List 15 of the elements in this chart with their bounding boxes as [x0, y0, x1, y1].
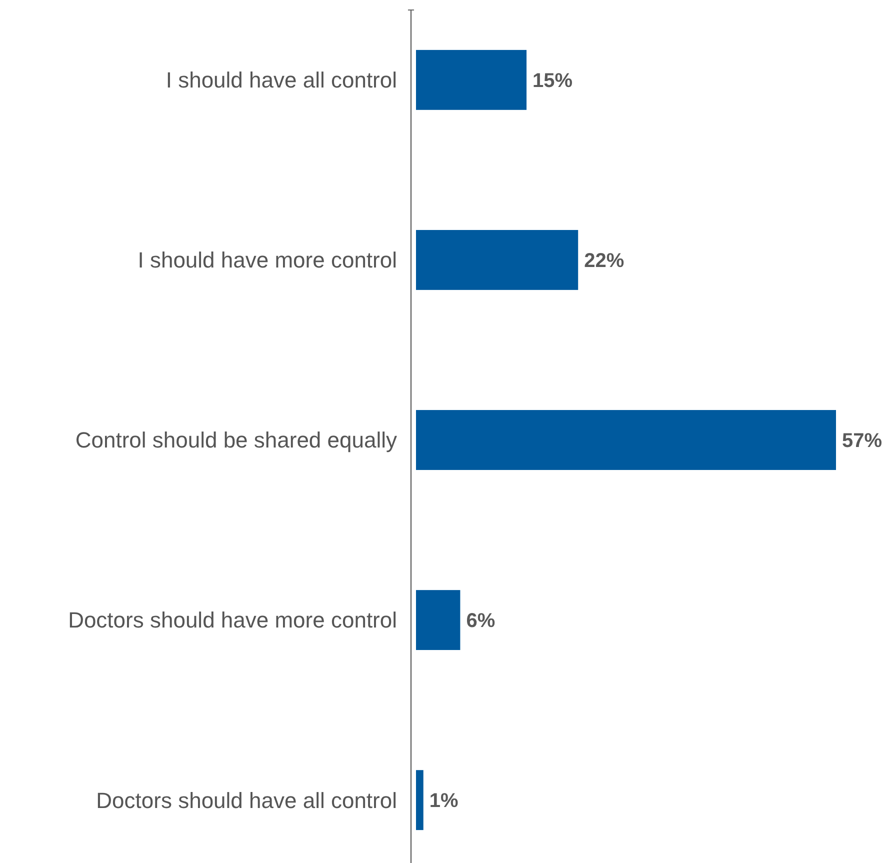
- data-label: 6%: [466, 610, 496, 632]
- data-label: 57%: [842, 430, 882, 452]
- bar: [416, 410, 836, 470]
- y-tick-label: Control should be shared equally: [75, 428, 397, 453]
- bar: [416, 50, 527, 110]
- bar: [416, 230, 578, 290]
- data-label: 22%: [584, 250, 624, 272]
- data-label: 15%: [532, 70, 573, 92]
- y-tick-label: I should have more control: [138, 248, 397, 273]
- bar: [416, 770, 424, 830]
- y-tick-label: Doctors should have more control: [68, 608, 397, 633]
- y-tick-label: I should have all control: [166, 68, 397, 93]
- y-tick-label: Doctors should have all control: [96, 788, 397, 813]
- bar: [416, 590, 460, 650]
- data-label: 1%: [429, 790, 458, 812]
